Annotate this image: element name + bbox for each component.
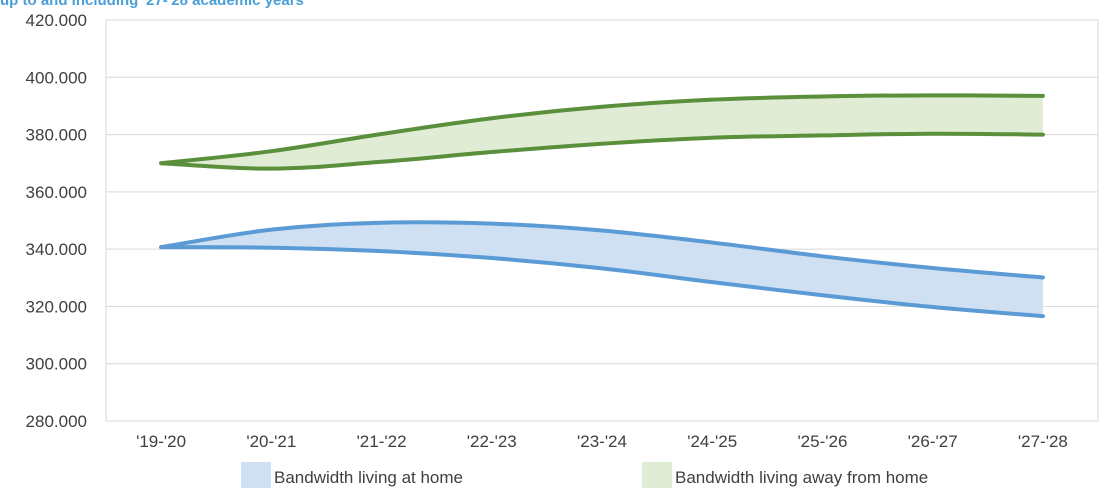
y-tick-label: 400.000: [26, 68, 87, 87]
data-point-upper: [270, 150, 272, 152]
data-point-upper: [1042, 276, 1044, 278]
legend: Bandwidth living at home Bandwidth living…: [241, 462, 928, 488]
y-tick-label: 340.000: [26, 240, 87, 259]
plot-area: [105, 19, 1099, 422]
data-point-lower: [711, 281, 713, 283]
y-tick-label: 420.000: [26, 11, 87, 30]
y-tick-label: 300.000: [26, 355, 87, 374]
x-tick-label: '23-'24: [577, 432, 627, 451]
data-point-lower: [1042, 315, 1044, 317]
chart-subtitle: up to and including '27-'28 academic yea…: [0, 0, 304, 9]
data-point-upper: [711, 99, 713, 101]
data-point-lower: [601, 143, 603, 145]
data-point-lower: [821, 134, 823, 136]
data-point-upper: [932, 267, 934, 269]
data-point-lower: [601, 267, 603, 269]
data-point-upper: [601, 106, 603, 108]
x-tick-label: '27-'28: [1018, 432, 1068, 451]
data-point-lower: [932, 306, 934, 308]
x-tick-label: '26-'27: [908, 432, 958, 451]
x-tick-label: '22-'23: [467, 432, 517, 451]
data-point-lower: [270, 168, 272, 170]
data-point-lower: [821, 294, 823, 296]
data-point-lower: [381, 250, 383, 252]
data-point-upper: [711, 242, 713, 244]
y-tick-label: 380.000: [26, 126, 87, 145]
x-tick-label: '24-'25: [687, 432, 737, 451]
data-point-upper: [601, 230, 603, 232]
data-point-lower: [160, 162, 162, 164]
data-point-upper: [821, 95, 823, 97]
band-fill-1: [161, 95, 1043, 169]
x-tick-label: '20-'21: [246, 432, 296, 451]
legend-swatch: [241, 462, 271, 488]
data-point-lower: [491, 257, 493, 259]
y-tick-label: 320.000: [26, 297, 87, 316]
legend-label: Bandwidth living at home: [274, 468, 463, 487]
data-point-lower: [491, 151, 493, 153]
legend-swatch: [642, 462, 672, 488]
data-point-upper: [821, 255, 823, 257]
legend-label: Bandwidth living away from home: [675, 468, 928, 487]
x-axis-ticks: '19-'20 '20-'21 '21-'22 '22-'23 '23-'24 '24-'…: [136, 432, 1068, 451]
y-tick-label: 360.000: [26, 183, 87, 202]
band-fill-0: [161, 222, 1043, 317]
data-point-upper: [932, 94, 934, 96]
data-point-lower: [270, 247, 272, 249]
data-point-upper: [491, 223, 493, 225]
y-tick-label: 280.000: [26, 412, 87, 431]
x-tick-label: '21-'22: [357, 432, 407, 451]
x-tick-label: '19-'20: [136, 432, 186, 451]
data-point-lower: [1042, 134, 1044, 136]
data-point-upper: [381, 222, 383, 224]
data-point-lower: [932, 133, 934, 135]
data-point-lower: [711, 137, 713, 139]
bandwidth-areas: [159, 93, 1045, 319]
y-axis-ticks: 280.000 300.000 320.000 340.000 360.000 380.0…: [26, 11, 87, 431]
data-point-upper: [1042, 95, 1044, 97]
data-point-upper: [270, 229, 272, 231]
data-point-lower: [160, 246, 162, 248]
x-tick-label: '25-'26: [797, 432, 847, 451]
data-point-upper: [491, 117, 493, 119]
data-point-upper: [381, 133, 383, 135]
data-point-lower: [381, 161, 383, 163]
